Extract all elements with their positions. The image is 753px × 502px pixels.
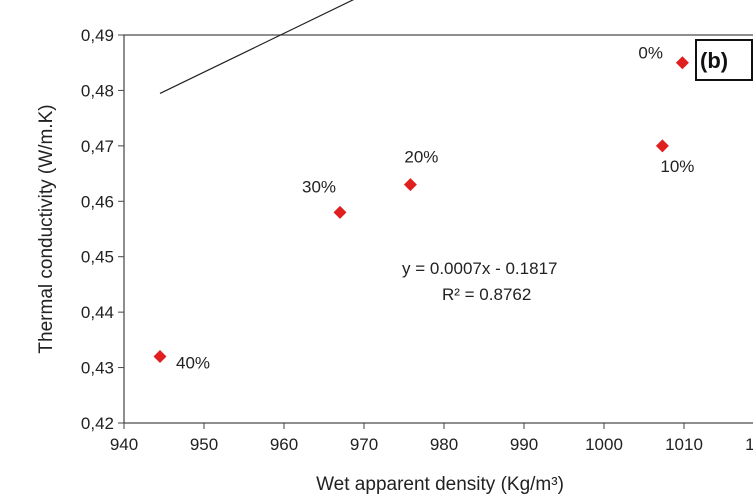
panel-label-box <box>695 39 753 81</box>
x-tick-label: 1020 <box>745 435 753 454</box>
trendline-r-squared: R² = 0.8762 <box>442 285 531 304</box>
x-tick-label: 950 <box>190 435 218 454</box>
y-tick-label: 0,48 <box>81 81 114 100</box>
y-tick-label: 0,42 <box>81 414 114 433</box>
trendline <box>159 0 355 95</box>
y-tick-label: 0,44 <box>81 303 114 322</box>
y-axis-ticks: 0,42 0,43 0,44 0,45 0,46 0,47 0,48 0,49 <box>81 26 124 433</box>
data-point-marker <box>655 139 669 153</box>
x-tick-label: 970 <box>350 435 378 454</box>
x-tick-label: 940 <box>110 435 138 454</box>
y-axis-title: Thermal conductivity (W/m.K) <box>36 104 57 353</box>
trendline-equation: y = 0.0007x - 0.1817 <box>402 259 557 278</box>
y-tick-label: 0,46 <box>81 192 114 211</box>
x-tick-label: 1010 <box>665 435 703 454</box>
data-point-label: 40% <box>176 353 210 372</box>
y-tick-label: 0,47 <box>81 137 114 156</box>
x-tick-label: 990 <box>510 435 538 454</box>
data-point-label: 20% <box>404 148 438 167</box>
data-point-label: 30% <box>302 177 336 196</box>
panel-label: (b) <box>700 48 728 73</box>
y-tick-label: 0,45 <box>81 248 114 267</box>
x-axis-title: Wet apparent density (Kg/m³) <box>316 474 564 495</box>
plot-area <box>123 34 753 424</box>
data-point-label: 10% <box>660 157 694 176</box>
data-point-marker <box>333 205 347 219</box>
data-point-marker <box>675 56 689 70</box>
y-tick-label: 0,43 <box>81 359 114 378</box>
y-tick-label: 0,49 <box>81 26 114 45</box>
data-point-marker <box>153 349 167 363</box>
x-tick-label: 980 <box>430 435 458 454</box>
x-tick-label: 1000 <box>585 435 623 454</box>
data-point-marker <box>403 178 417 192</box>
data-points: 40% 30% 20% 10% 0% <box>153 44 694 372</box>
x-axis-ticks: 940 950 960 970 980 990 1000 1010 1020 <box>110 423 753 454</box>
x-tick-label: 960 <box>270 435 298 454</box>
data-point-label: 0% <box>638 44 663 63</box>
